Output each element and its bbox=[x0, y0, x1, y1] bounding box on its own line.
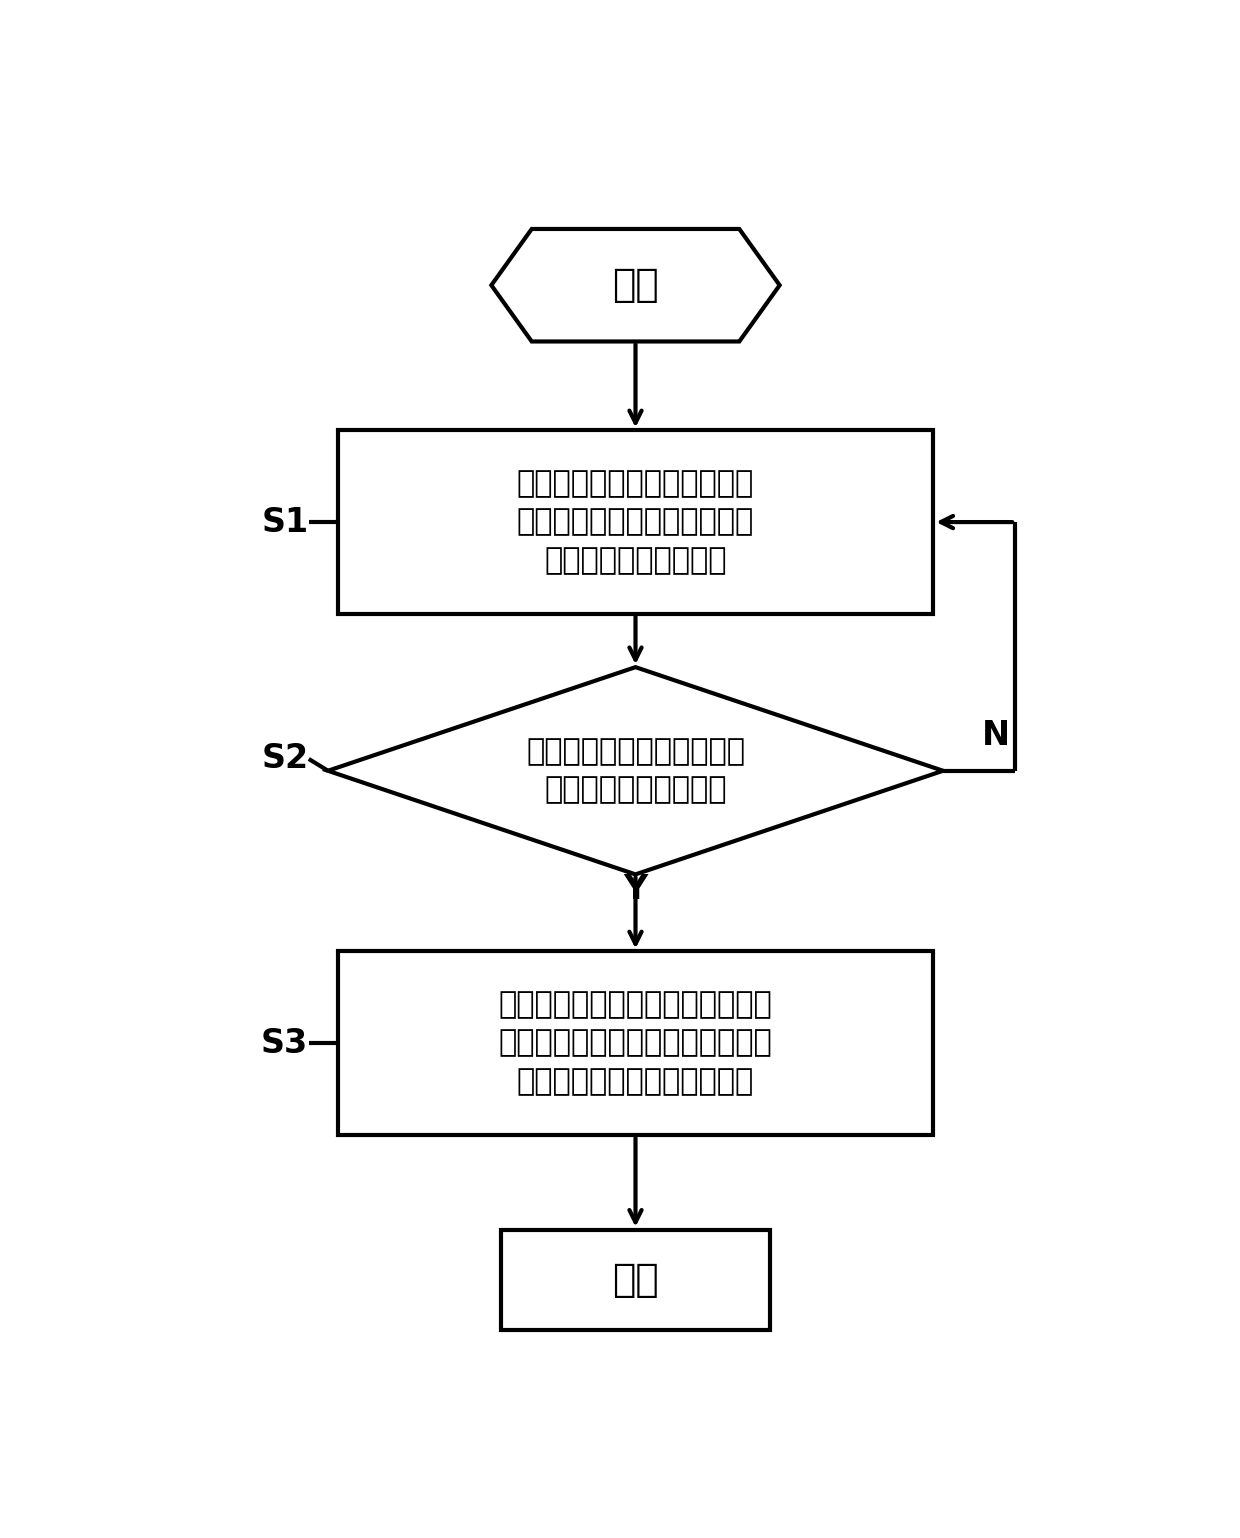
Text: S2: S2 bbox=[262, 743, 309, 775]
Text: S3: S3 bbox=[262, 1027, 309, 1060]
Text: Y: Y bbox=[624, 872, 647, 906]
FancyBboxPatch shape bbox=[337, 431, 934, 614]
Polygon shape bbox=[327, 667, 944, 875]
Text: S1: S1 bbox=[262, 506, 309, 538]
Text: 车载信息终端上电后，实时操
作系统启动并缺省控制车载信
息终端的硬件功能模块: 车载信息终端上电后，实时操 作系统启动并缺省控制车载信 息终端的硬件功能模块 bbox=[517, 469, 754, 575]
Polygon shape bbox=[491, 229, 780, 341]
FancyBboxPatch shape bbox=[337, 952, 934, 1135]
FancyBboxPatch shape bbox=[501, 1230, 770, 1330]
Text: 结束: 结束 bbox=[613, 1261, 658, 1300]
Text: 实时操作系统将车载信息终端的部
分硬件功能模块或全部硬件功能模
块交由图形界面操作系统接管: 实时操作系统将车载信息终端的部 分硬件功能模块或全部硬件功能模 块交由图形界面操… bbox=[498, 990, 773, 1097]
Text: N: N bbox=[982, 718, 1009, 752]
Text: 实时操作系统判断图形界面
操作系统是否启动完成: 实时操作系统判断图形界面 操作系统是否启动完成 bbox=[526, 737, 745, 804]
Text: 开始: 开始 bbox=[613, 266, 658, 305]
